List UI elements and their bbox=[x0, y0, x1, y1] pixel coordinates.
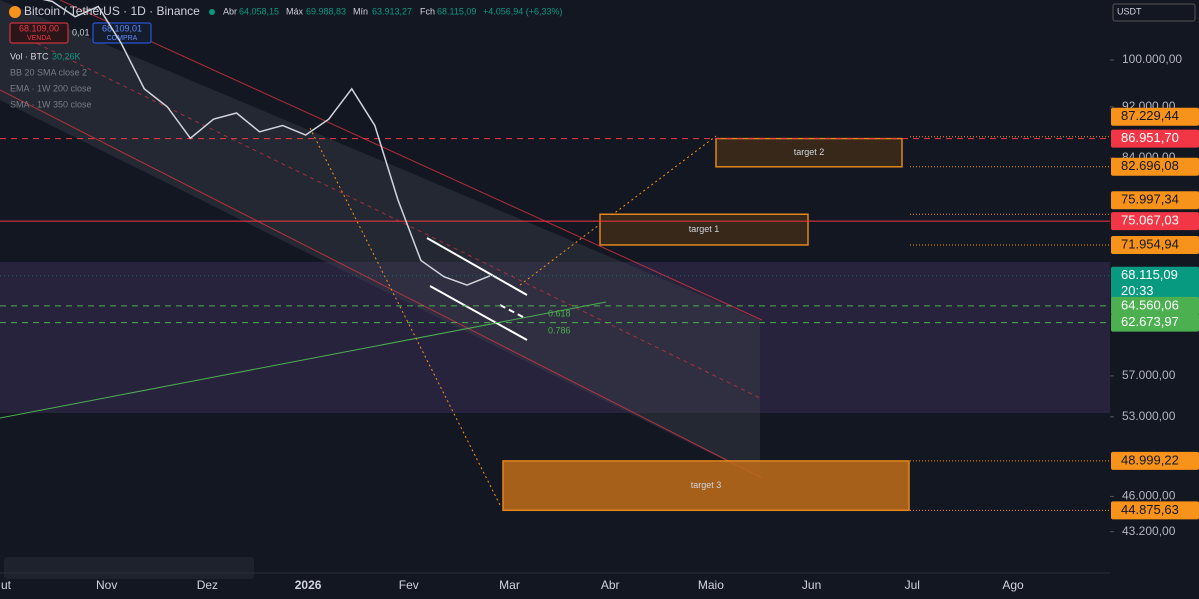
x-tick-label: Abr bbox=[601, 578, 620, 592]
y-tick-label: 46.000,00 bbox=[1122, 489, 1176, 503]
y-tick-label: 57.000,00 bbox=[1122, 368, 1176, 382]
sell-label[interactable]: VENDA bbox=[27, 35, 51, 42]
countdown: 20:33 bbox=[1121, 283, 1154, 298]
price-label-bg bbox=[1111, 266, 1199, 301]
price-label-bg bbox=[1111, 296, 1199, 315]
currency-box[interactable] bbox=[1112, 3, 1196, 22]
price-label: 87.229,44 bbox=[1121, 108, 1179, 123]
x-tick-label: ut bbox=[1, 578, 12, 592]
ohlc-label: Fch bbox=[420, 6, 435, 16]
flag-line bbox=[426, 237, 528, 296]
price-label-bg bbox=[1111, 313, 1199, 332]
ohlc-value: 64.058,15 bbox=[239, 6, 279, 16]
flag-line bbox=[429, 285, 528, 341]
ohlc-label: Máx bbox=[286, 6, 304, 16]
price-line-series bbox=[42, 0, 491, 286]
x-tick-label: Nov bbox=[96, 578, 117, 592]
x-tick-label: Jun bbox=[802, 578, 821, 592]
channel-bottom bbox=[0, 89, 763, 479]
price-label: 44.875,63 bbox=[1121, 502, 1179, 517]
x-tick-label: Dez bbox=[197, 578, 218, 592]
price-label-bg bbox=[1111, 129, 1199, 148]
buy-label[interactable]: COMPRA bbox=[107, 35, 138, 42]
buy-button[interactable] bbox=[92, 22, 152, 44]
price-label-bg bbox=[1111, 157, 1199, 176]
flag-line bbox=[499, 304, 526, 319]
x-tick-label: Fev bbox=[399, 578, 419, 592]
fib-label: 0.786 bbox=[548, 325, 571, 335]
status-dot bbox=[209, 9, 215, 15]
x-tick-label: Mar bbox=[499, 578, 520, 592]
target-label: target 2 bbox=[794, 147, 825, 157]
volume-value: 30,26K bbox=[52, 51, 81, 61]
x-tick-label: Jul bbox=[905, 578, 920, 592]
drawing-toolbar[interactable] bbox=[4, 557, 254, 579]
x-tick-label: Maio bbox=[698, 578, 724, 592]
target-box bbox=[715, 137, 903, 168]
channel-fill bbox=[0, 0, 760, 478]
target-label: target 3 bbox=[691, 480, 722, 490]
channel-top bbox=[59, 0, 763, 321]
symbol-icon bbox=[9, 6, 21, 18]
price-label-bg bbox=[1111, 212, 1199, 231]
buy-price[interactable]: 68.109,01 bbox=[102, 23, 142, 33]
volume-label: Vol · BTC bbox=[10, 51, 49, 61]
ohlc-value: 63.913,27 bbox=[372, 6, 412, 16]
projection bbox=[309, 127, 501, 506]
price-label-bg bbox=[1111, 107, 1199, 126]
price-label-bg bbox=[1111, 501, 1199, 520]
price-label-bg bbox=[1111, 451, 1199, 470]
price-label: 75.997,34 bbox=[1121, 192, 1179, 207]
sell-button[interactable] bbox=[9, 22, 69, 44]
price-label: 68.115,09 bbox=[1121, 267, 1178, 282]
indicator[interactable]: EMA · 1W 200 close bbox=[10, 83, 92, 93]
ohlc-label: Mín bbox=[353, 6, 368, 16]
price-label-bg bbox=[1111, 191, 1199, 210]
spread: 0,01 bbox=[72, 27, 90, 37]
price-label: 75.067,03 bbox=[1121, 213, 1179, 228]
target-box bbox=[502, 460, 910, 512]
price-label: 48.999,22 bbox=[1121, 452, 1179, 467]
trendline bbox=[0, 301, 607, 419]
target-label: target 1 bbox=[689, 224, 720, 234]
x-tick-label: Ago bbox=[1002, 578, 1024, 592]
y-tick-label: 43.200,00 bbox=[1122, 524, 1176, 538]
price-label: 86.951,70 bbox=[1121, 130, 1179, 145]
range-zone bbox=[0, 262, 1110, 413]
currency[interactable]: USDT bbox=[1117, 6, 1142, 16]
price-label: 64.560,06 bbox=[1121, 297, 1179, 312]
ohlc-change: +4.056,94 (+6,33%) bbox=[483, 6, 563, 16]
price-label: 71.954,94 bbox=[1121, 236, 1179, 251]
ohlc-value: 69.988,83 bbox=[306, 6, 346, 16]
y-tick-label: 100.000,00 bbox=[1122, 52, 1182, 66]
price-label: 82.696,08 bbox=[1121, 158, 1179, 173]
symbol: Bitcoin / TetherUS · 1D · Binance bbox=[24, 4, 200, 18]
x-tick-label: 2026 bbox=[295, 578, 322, 592]
price-label-bg bbox=[1111, 235, 1199, 254]
sell-price[interactable]: 68.109,00 bbox=[19, 23, 59, 33]
fib-label: 0.618 bbox=[548, 308, 571, 318]
ohlc-label: Abr bbox=[223, 6, 237, 16]
target-box bbox=[599, 213, 809, 246]
projection bbox=[519, 135, 717, 286]
price-label: 62.673,97 bbox=[1121, 314, 1179, 329]
ohlc-value: 68.115,09 bbox=[437, 6, 476, 16]
y-tick-label: 53.000,00 bbox=[1122, 409, 1176, 423]
indicator[interactable]: BB 20 SMA close 2 bbox=[10, 67, 87, 77]
indicator[interactable]: SMA · 1W 350 close bbox=[10, 99, 92, 109]
